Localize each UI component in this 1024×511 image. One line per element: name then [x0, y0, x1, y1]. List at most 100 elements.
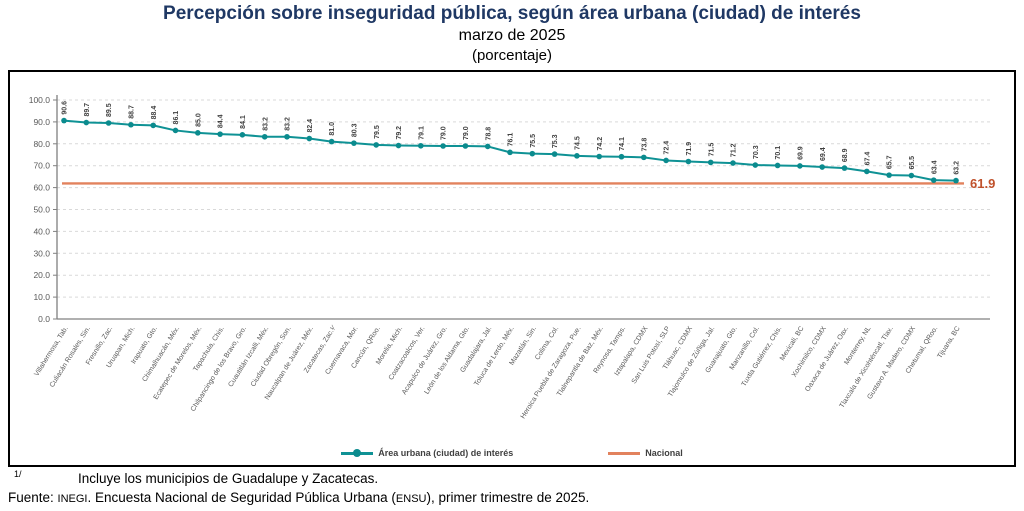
- x-category-label: Oaxaca de Juárez, Oax.: [804, 325, 850, 393]
- data-point: [284, 133, 290, 140]
- y-tick-label: 80.0: [33, 139, 50, 149]
- data-point: [462, 143, 469, 149]
- data-point: [752, 162, 759, 168]
- source-prefix: Fuente:: [8, 490, 58, 505]
- y-tick-label: 100.0: [29, 95, 51, 105]
- chart-subtitle: marzo de 2025: [458, 27, 566, 44]
- value-label: 79.0: [463, 126, 470, 140]
- y-tick-label: 90.0: [33, 117, 50, 127]
- x-category-label: León de los Aldama, Gto.: [424, 325, 472, 395]
- data-point: [261, 133, 268, 140]
- chart-frame: 0.0 10.0 20.0 30.0 40.0 50.0 60.0 70.0 80.0 90.0 1…: [8, 70, 1016, 467]
- data-point: [507, 149, 513, 156]
- data-point: [886, 172, 892, 178]
- data-point: [306, 135, 313, 142]
- value-label: 78.8: [485, 127, 492, 141]
- value-label: 79.5: [374, 125, 381, 139]
- value-label: 83.2: [285, 117, 292, 131]
- value-label: 90.6: [62, 101, 69, 115]
- legend-item-urban-area: Área urbana (ciudad) de interés: [341, 448, 513, 458]
- value-label: 67.4: [864, 152, 871, 166]
- value-label: 71.2: [731, 143, 738, 157]
- y-tick-label: 50.0: [33, 205, 50, 215]
- source-suffix: ), primer trimestre de 2025.: [426, 490, 590, 505]
- line-chart: 0.0 10.0 20.0 30.0 40.0 50.0 60.0 70.0 80.0 90.0 1…: [29, 95, 995, 420]
- data-point: [618, 153, 625, 160]
- y-tick-label: 0.0: [38, 314, 50, 324]
- data-point: [351, 140, 357, 146]
- value-label: 88.7: [129, 105, 136, 119]
- data-point: [484, 143, 491, 150]
- series-marker-icon: [353, 449, 362, 457]
- data-point: [819, 164, 825, 170]
- data-point: [529, 150, 536, 157]
- value-label: 69.4: [820, 147, 827, 161]
- y-tick-label: 20.0: [33, 270, 50, 280]
- value-label: 74.5: [575, 136, 582, 150]
- value-label: 63.4: [931, 160, 938, 174]
- value-label: 81.0: [329, 122, 336, 136]
- data-point: [908, 172, 915, 179]
- data-point: [373, 142, 380, 148]
- data-point: [61, 117, 67, 124]
- data-point: [641, 154, 647, 161]
- value-label: 71.5: [708, 143, 715, 157]
- data-point: [574, 153, 580, 159]
- data-point: [864, 168, 870, 175]
- value-label: 83.2: [262, 117, 269, 131]
- y-tick-label: 10.0: [33, 292, 50, 302]
- data-point: [596, 153, 602, 160]
- y-tick-label: 70.0: [33, 161, 50, 171]
- y-tick-label: 60.0: [33, 183, 50, 193]
- x-category-label: Culiacán Rosales, Sin.: [49, 325, 92, 388]
- value-label: 79.2: [396, 126, 403, 140]
- value-label: 84.1: [240, 115, 247, 129]
- reference-line-swatch-icon: [608, 451, 641, 455]
- reference-value-label: 61.9: [970, 176, 995, 191]
- data-point: [440, 143, 446, 149]
- data-point: [685, 158, 692, 165]
- value-label: 65.5: [909, 156, 916, 170]
- data-point: [195, 130, 201, 136]
- source-inegi: INEGI: [57, 493, 88, 505]
- source-mid: . Encuesta Nacional de Seguridad Pública…: [87, 490, 396, 505]
- data-point: [774, 162, 781, 169]
- page-title: Percepción sobre inseguridad pública, se…: [163, 3, 861, 24]
- value-label: 86.1: [173, 111, 180, 125]
- data-point: [418, 142, 424, 149]
- value-label: 75.5: [530, 134, 537, 148]
- data-point: [128, 121, 134, 128]
- legend-series-label: Área urbana (ciudad) de interés: [378, 448, 514, 458]
- series-line-swatch-icon: [341, 449, 374, 457]
- data-point: [150, 122, 156, 129]
- value-label: 80.3: [352, 123, 359, 137]
- value-label: 88.4: [151, 106, 158, 120]
- x-category-label: Acapulco de Juárez, Gro.: [401, 325, 449, 396]
- value-label: 85.0: [195, 113, 202, 127]
- data-point: [217, 131, 223, 137]
- data-point: [707, 159, 714, 166]
- data-point: [395, 142, 402, 149]
- value-label: 68.9: [842, 148, 849, 162]
- x-category-label: Tuxtla Gutiérrez, Chis.: [741, 325, 784, 388]
- legend: Área urbana (ciudad) de interés Nacional: [10, 448, 1014, 458]
- value-label: 73.8: [641, 138, 648, 152]
- value-label: 89.5: [106, 103, 113, 117]
- y-tick-label: 40.0: [33, 226, 50, 236]
- footnote-text: Incluye los municipios de Guadalupe y Za…: [78, 471, 379, 486]
- data-point: [663, 157, 669, 164]
- x-category-label: Ciudad Obregón, Son.: [250, 325, 293, 388]
- data-point: [953, 177, 959, 184]
- y-tick-label: 30.0: [33, 248, 50, 258]
- value-label: 76.1: [508, 133, 515, 147]
- value-label: 70.3: [753, 145, 760, 159]
- source-ensu: ENSU: [395, 493, 427, 505]
- data-point: [551, 151, 558, 157]
- value-label: 72.4: [664, 141, 671, 155]
- data-point: [105, 120, 112, 126]
- x-category-label: Cuautitlán Izcalli, Méx.: [227, 325, 270, 388]
- data-point: [328, 138, 335, 145]
- data-point: [239, 132, 246, 138]
- x-category-label: Tijuana, BC: [937, 325, 962, 360]
- value-label: 74.1: [619, 137, 626, 151]
